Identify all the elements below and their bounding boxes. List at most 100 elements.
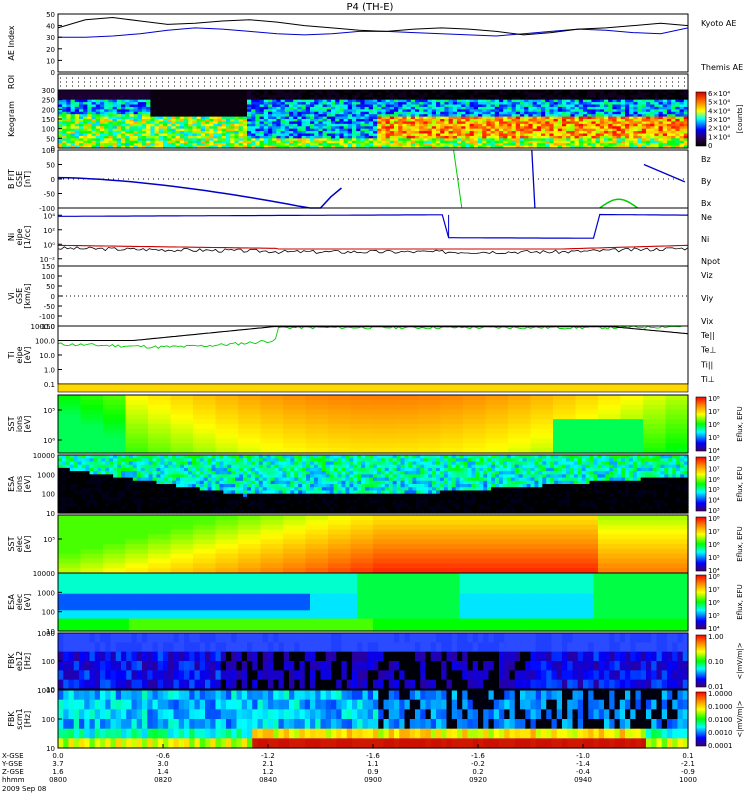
heatmap-cell: [219, 484, 224, 488]
ti-tipar-line: [57, 325, 689, 349]
heatmap-cell: [104, 119, 109, 123]
heatmap-cell: [331, 135, 336, 139]
heatmap-cell: [331, 109, 336, 113]
heatmap-cell: [176, 461, 181, 466]
heatmap-cell: [415, 119, 420, 123]
heatmap-cell: [457, 121, 462, 125]
heatmap-cell: [675, 114, 681, 118]
heatmap-cell: [486, 143, 492, 147]
heatmap-cell: [591, 145, 597, 149]
ytick-label-ti: 100.0: [35, 338, 55, 346]
heatmap-cell: [469, 119, 475, 123]
heatmap-cell: [524, 140, 529, 144]
heatmap-cell: [284, 119, 290, 123]
heatmap-cell: [211, 503, 217, 508]
heatmap-cell: [427, 102, 433, 106]
heatmap-cell: [402, 135, 408, 139]
heatmap-cell: [163, 121, 168, 125]
heatmap-cell: [490, 133, 496, 137]
heatmap-cell: [125, 419, 149, 425]
heatmap-cell: [440, 111, 445, 115]
heatmap-cell: [591, 138, 597, 142]
heatmap-cell: [247, 487, 252, 492]
heatmap-cell: [200, 138, 206, 142]
heatmap-cell: [343, 138, 349, 142]
heatmap-cell: [93, 490, 98, 495]
heatmap-cell: [239, 503, 244, 508]
heatmap-cell: [280, 97, 286, 101]
heatmap-cell: [124, 477, 130, 482]
heatmap-cell: [612, 92, 618, 96]
heatmap-cell: [85, 503, 91, 508]
heatmap-cell: [213, 128, 219, 132]
heatmap-cell: [469, 128, 475, 132]
heatmap-cell: [482, 116, 487, 120]
heatmap-cell: [276, 131, 282, 135]
heatmap-cell: [58, 94, 63, 98]
heatmap-cell: [646, 143, 651, 147]
heatmap-cell: [524, 97, 529, 101]
heatmap-cell: [280, 106, 286, 110]
heatmap-cell: [268, 94, 273, 98]
heatmap-cell: [545, 111, 550, 115]
heatmap-cell: [132, 496, 138, 501]
heatmap-cell: [515, 94, 521, 98]
heatmap-cell: [160, 484, 165, 488]
heatmap-cell: [83, 94, 88, 98]
heatmap-cell: [352, 126, 357, 130]
heatmap-cell: [95, 121, 101, 125]
heatmap-cell: [242, 116, 248, 120]
heatmap-cell: [646, 90, 651, 94]
heatmap-cell: [160, 493, 165, 498]
heatmap-cell: [318, 97, 324, 101]
heatmap-cell: [328, 395, 352, 401]
heatmap-cell: [179, 104, 185, 108]
heatmap-cell: [583, 128, 588, 132]
heatmap-cell: [389, 131, 395, 135]
heatmap-cell: [389, 119, 395, 123]
heatmap-cell: [394, 126, 399, 130]
heatmap-cell: [629, 94, 634, 98]
heatmap-cell: [167, 109, 172, 113]
heatmap-cell: [360, 131, 366, 135]
heatmap-cell: [410, 92, 416, 96]
heatmap-cell: [121, 509, 126, 514]
heatmap-cell: [662, 97, 668, 101]
heatmap-cell: [641, 143, 647, 147]
heatmap-cell: [490, 111, 496, 115]
heatmap-cell: [633, 128, 639, 132]
heatmap-cell: [318, 119, 324, 123]
heatmap-cell: [101, 461, 106, 466]
heatmap-cell: [591, 90, 597, 94]
heatmap-cell: [156, 458, 161, 463]
heatmap-cell: [343, 119, 349, 123]
heatmap-cell: [352, 145, 357, 149]
heatmap-cell: [482, 106, 487, 110]
heatmap-cell: [318, 123, 324, 127]
heatmap-cell: [255, 104, 261, 108]
heatmap-cell: [629, 135, 634, 139]
heatmap-cell: [578, 131, 584, 135]
heatmap-cell: [125, 106, 130, 110]
heatmap-cell: [184, 140, 189, 144]
heatmap-cell: [419, 121, 424, 125]
heatmap-cell: [461, 143, 466, 147]
heatmap-cell: [260, 448, 284, 454]
heatmap-cell: [293, 133, 298, 137]
heatmap-cell: [427, 92, 433, 96]
heatmap-cell: [385, 121, 391, 125]
heatmap-cell: [318, 143, 324, 147]
heatmap-cell: [205, 114, 210, 118]
heatmap-cell: [150, 131, 156, 135]
heatmap-cell: [650, 104, 655, 108]
heatmap-cell: [520, 131, 525, 135]
heatmap-cell: [545, 119, 550, 123]
heatmap-cell: [73, 461, 79, 466]
heatmap-cell: [193, 414, 217, 420]
heatmap-cell: [463, 414, 487, 420]
heatmap-cell: [326, 133, 332, 137]
heatmap-cell: [515, 116, 521, 120]
heatmap-cell: [410, 99, 416, 103]
heatmap-cell: [339, 138, 345, 142]
heatmap-cell: [423, 128, 429, 132]
